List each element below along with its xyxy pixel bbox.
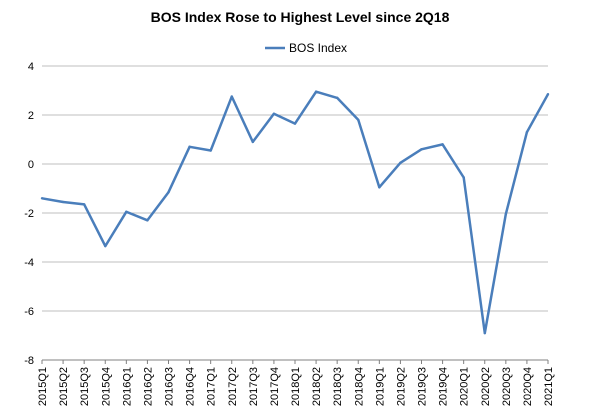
x-tick-label: 2019Q1 <box>374 367 386 406</box>
chart-title: BOS Index Rose to Highest Level since 2Q… <box>151 9 450 25</box>
data-point <box>314 90 318 93</box>
x-tick-label: 2016Q1 <box>121 367 133 406</box>
y-tick-label: 0 <box>28 159 34 171</box>
x-tick-label: 2017Q1 <box>206 367 218 406</box>
x-tick-label: 2015Q4 <box>100 367 112 406</box>
data-point <box>293 122 297 125</box>
y-tick-label: 2 <box>28 110 34 122</box>
data-point <box>167 190 170 194</box>
data-point <box>483 331 486 335</box>
x-tick-label: 2019Q4 <box>438 367 450 406</box>
data-point <box>335 96 339 100</box>
x-tick-label: 2018Q1 <box>290 367 302 406</box>
data-point <box>462 176 465 179</box>
x-tick-labels: 2015Q1 2015Q2 2015Q3 2015Q4 2016Q1 2016Q2 2016… <box>37 360 555 406</box>
data-point <box>209 149 212 152</box>
x-tick-label: 2017Q4 <box>269 367 281 406</box>
y-tick-label: -2 <box>24 208 34 220</box>
y-tick-labels: 4 2 0 -2 -4 -6 -8 <box>24 61 34 367</box>
y-tick-label: -8 <box>24 355 34 367</box>
data-point <box>61 200 65 204</box>
data-point <box>125 210 128 213</box>
data-point <box>399 161 402 164</box>
x-tick-label: 2021Q1 <box>543 367 555 406</box>
x-tick-label: 2020Q1 <box>459 367 471 406</box>
data-point <box>82 203 86 206</box>
x-tick-label: 2015Q2 <box>58 367 70 406</box>
x-tick-label: 2019Q3 <box>417 367 429 406</box>
data-point <box>441 143 444 146</box>
data-point <box>104 244 107 248</box>
y-tick-label: -4 <box>24 257 34 269</box>
legend-label: BOS Index <box>289 41 347 55</box>
gridlines <box>42 65 548 361</box>
x-tick-label: 2017Q3 <box>248 367 260 406</box>
x-tick-label: 2015Q1 <box>37 367 49 406</box>
x-tick-label: 2015Q3 <box>79 367 91 406</box>
series-line-bos-index <box>41 90 550 335</box>
data-point <box>251 140 255 144</box>
x-tick-label: 2016Q4 <box>185 367 197 406</box>
x-tick-label: 2018Q3 <box>332 367 344 406</box>
data-point <box>188 145 191 149</box>
data-point <box>357 118 360 122</box>
data-point <box>378 186 381 189</box>
x-tick-label: 2020Q2 <box>480 367 492 406</box>
x-tick-label: 2017Q2 <box>227 367 239 406</box>
x-tick-label: 2016Q3 <box>164 367 176 406</box>
data-point <box>525 130 529 134</box>
legend: BOS Index <box>265 41 347 55</box>
x-tick-label: 2016Q2 <box>142 367 154 406</box>
x-tick-label: 2020Q4 <box>522 367 534 406</box>
data-point <box>146 219 149 222</box>
data-point <box>272 112 276 115</box>
y-tick-label: -6 <box>24 306 34 318</box>
x-tick-label: 2020Q3 <box>501 367 513 406</box>
x-tick-label: 2018Q2 <box>311 367 323 406</box>
series-layer <box>40 90 550 335</box>
data-point <box>546 92 550 96</box>
data-point <box>420 148 423 151</box>
data-point <box>504 213 508 216</box>
data-point <box>230 95 233 98</box>
x-tick-label: 2019Q2 <box>395 367 407 406</box>
data-point <box>40 197 44 200</box>
x-tick-label: 2018Q4 <box>353 367 365 406</box>
y-tick-label: 4 <box>28 61 34 73</box>
